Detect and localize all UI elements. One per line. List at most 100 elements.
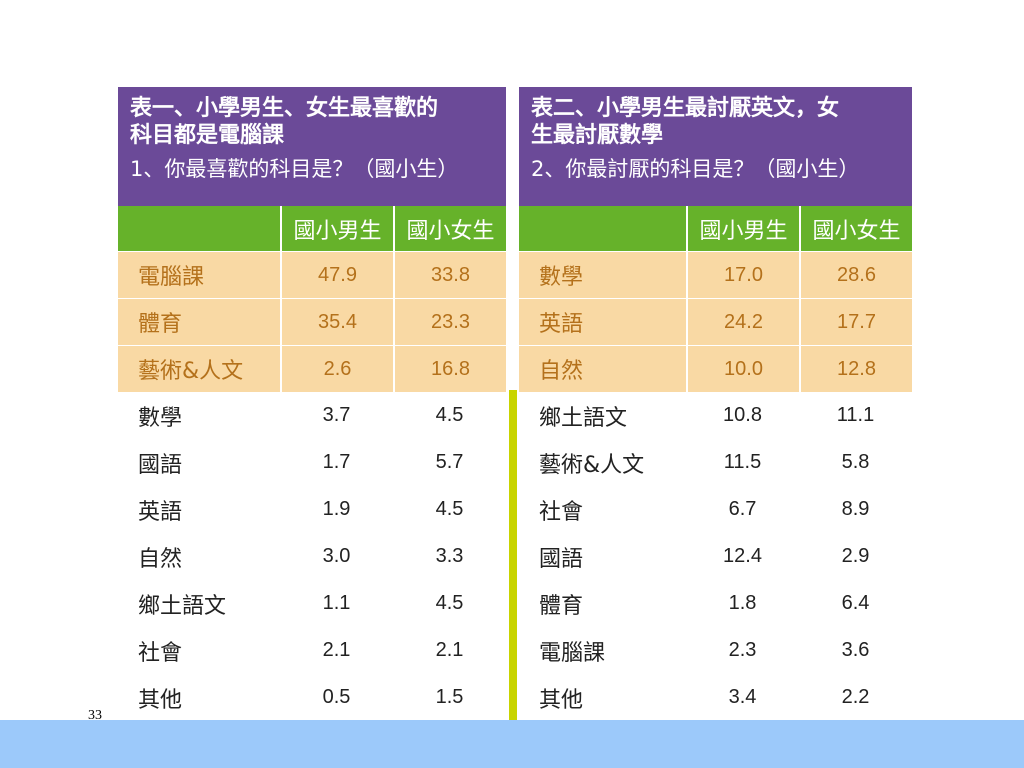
boys-value-cell: 1.8: [728, 592, 757, 614]
subject-cell: 數學: [138, 405, 183, 431]
girls-value-cell: 3.3: [435, 545, 464, 567]
table-row: 體育 1.8 6.4: [519, 580, 912, 627]
table-row: 英語 1.9 4.5: [118, 486, 506, 533]
girls-value-cell: 2.1: [435, 639, 464, 661]
subject-cell: 自然: [138, 546, 183, 572]
table1-header-girls: 國小女生: [393, 206, 506, 251]
subject-cell: 其他: [138, 687, 183, 713]
girls-value-cell: 17.7: [799, 299, 912, 345]
boys-value-cell: 2.1: [322, 639, 351, 661]
boys-value-cell: 17.0: [686, 252, 799, 298]
boys-value-cell: 1.9: [322, 498, 351, 520]
girls-value-cell: 5.8: [841, 451, 870, 473]
girls-value-cell: 5.7: [435, 451, 464, 473]
girls-value-cell: 16.8: [393, 346, 506, 392]
table-row: 其他 3.4 2.2: [519, 674, 912, 721]
subject-cell: 鄉土語文: [138, 593, 227, 619]
table1-header-boys: 國小男生: [280, 206, 393, 251]
boys-value-cell: 3.0: [322, 545, 351, 567]
table1-title-box: 表一、小學男生、女生最喜歡的 科目都是電腦課 1、你最喜歡的科目是？（國小生）: [118, 87, 506, 206]
subject-cell: 社會: [138, 640, 183, 666]
table2-panel: 表二、小學男生最討厭英文，女 生最討厭數學 2、你最討厭的科目是？（國小生） 國…: [519, 87, 912, 721]
table2-header-girls: 國小女生: [799, 206, 912, 251]
boys-value-cell: 11.5: [723, 451, 762, 473]
table-row: 英語 24.2 17.7: [519, 298, 912, 345]
table-row: 數學 17.0 28.6: [519, 251, 912, 298]
girls-value-cell: 1.5: [435, 686, 464, 708]
table1-title-line2: 科目都是電腦課: [130, 123, 285, 148]
boys-value-cell: 2.3: [728, 639, 757, 661]
boys-value-cell: 47.9: [280, 252, 393, 298]
subject-cell: 國語: [539, 546, 584, 572]
table1-body: 電腦課 47.9 33.8 體育 35.4 23.3 藝術&人文 2.6 16.8 數學 3.7 4.…: [118, 251, 506, 721]
table2-title-line1: 表二、小學男生最討厭英文，女: [531, 96, 840, 121]
girls-value-cell: 8.9: [841, 498, 870, 520]
subject-cell: 電腦課: [539, 640, 606, 666]
girls-value-cell: 2.2: [841, 686, 870, 708]
subject-cell: 藝術&人文: [539, 452, 645, 478]
girls-value-cell: 28.6: [799, 252, 912, 298]
subject-cell: 電腦課: [138, 265, 205, 290]
girls-value-cell: 11.1: [836, 404, 875, 426]
table-row: 其他 0.5 1.5: [118, 674, 506, 721]
subject-cell: 英語: [539, 312, 584, 337]
girls-value-cell: 6.4: [841, 592, 870, 614]
table-row: 鄉土語文 10.8 11.1: [519, 392, 912, 439]
table2-title-line2: 生最討厭數學: [531, 123, 664, 148]
boys-value-cell: 10.8: [723, 404, 762, 426]
table-row: 自然 3.0 3.3: [118, 533, 506, 580]
girls-value-cell: 2.9: [841, 545, 870, 567]
table-row: 國語 12.4 2.9: [519, 533, 912, 580]
girls-value-cell: 4.5: [435, 498, 464, 520]
subject-cell: 體育: [138, 312, 183, 337]
subject-cell: 自然: [539, 359, 584, 384]
table1-question: 1、你最喜歡的科目是？（國小生）: [130, 157, 459, 181]
subject-cell: 社會: [539, 499, 584, 525]
table-divider: [509, 390, 517, 720]
table-row: 數學 3.7 4.5: [118, 392, 506, 439]
subject-cell: 英語: [138, 499, 183, 525]
subject-cell: 鄉土語文: [539, 405, 628, 431]
table2-question: 2、你最討厭的科目是？（國小生）: [531, 157, 860, 181]
boys-value-cell: 3.4: [728, 686, 757, 708]
page-number: 33: [88, 708, 102, 723]
table-row: 體育 35.4 23.3: [118, 298, 506, 345]
boys-value-cell: 10.0: [686, 346, 799, 392]
boys-value-cell: 1.7: [322, 451, 351, 473]
table1-title-line1: 表一、小學男生、女生最喜歡的: [130, 96, 439, 121]
girls-value-cell: 3.6: [841, 639, 870, 661]
table-row: 社會 2.1 2.1: [118, 627, 506, 674]
table1-panel: 表一、小學男生、女生最喜歡的 科目都是電腦課 1、你最喜歡的科目是？（國小生） …: [118, 87, 506, 721]
girls-value-cell: 23.3: [393, 299, 506, 345]
girls-value-cell: 4.5: [435, 404, 464, 426]
subject-cell: 藝術&人文: [138, 359, 244, 384]
table-row: 國語 1.7 5.7: [118, 439, 506, 486]
subject-cell: 體育: [539, 593, 584, 619]
boys-value-cell: 24.2: [686, 299, 799, 345]
table-row: 鄉土語文 1.1 4.5: [118, 580, 506, 627]
girls-value-cell: 33.8: [393, 252, 506, 298]
boys-value-cell: 6.7: [728, 498, 757, 520]
table-row: 藝術&人文 11.5 5.8: [519, 439, 912, 486]
table-row: 社會 6.7 8.9: [519, 486, 912, 533]
table-row: 電腦課 47.9 33.8: [118, 251, 506, 298]
table-row: 電腦課 2.3 3.6: [519, 627, 912, 674]
subject-cell: 數學: [539, 265, 584, 290]
table2-header-row: 國小男生 國小女生: [519, 206, 912, 251]
table2-body: 數學 17.0 28.6 英語 24.2 17.7 自然 10.0 12.8 鄉土語文 10.8 11…: [519, 251, 912, 721]
subject-cell: 國語: [138, 452, 183, 478]
table2-header-blank: [519, 206, 686, 251]
subject-cell: 其他: [539, 687, 584, 713]
girls-value-cell: 12.8: [799, 346, 912, 392]
table2-header-boys: 國小男生: [686, 206, 799, 251]
boys-value-cell: 0.5: [322, 686, 351, 708]
table1-header-row: 國小男生 國小女生: [118, 206, 506, 251]
girls-value-cell: 4.5: [435, 592, 464, 614]
boys-value-cell: 1.1: [322, 592, 351, 614]
table1-header-blank: [118, 206, 280, 251]
table-row: 自然 10.0 12.8: [519, 345, 912, 392]
footer-band: [0, 720, 1024, 768]
table2-title-box: 表二、小學男生最討厭英文，女 生最討厭數學 2、你最討厭的科目是？（國小生）: [519, 87, 912, 206]
boys-value-cell: 3.7: [322, 404, 351, 426]
table-row: 藝術&人文 2.6 16.8: [118, 345, 506, 392]
